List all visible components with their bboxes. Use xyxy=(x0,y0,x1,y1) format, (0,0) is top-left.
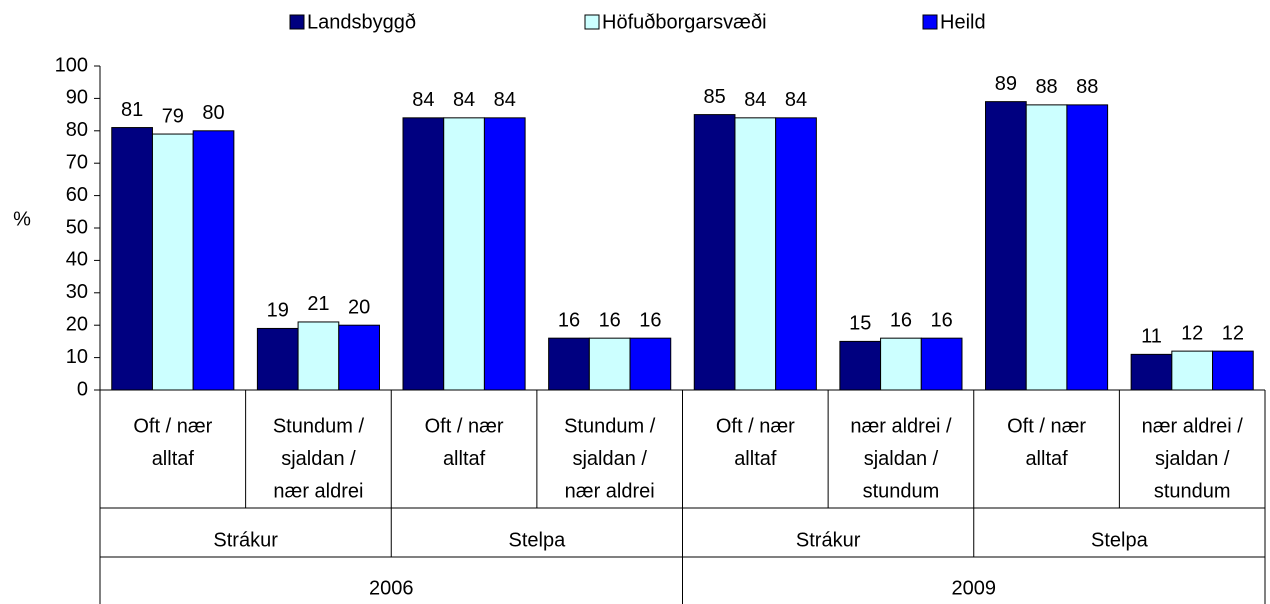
value-label: 84 xyxy=(494,89,516,111)
value-label: 20 xyxy=(348,296,370,318)
x-tick-label: sjaldan / xyxy=(864,448,939,470)
y-tick-label: 50 xyxy=(66,216,88,238)
group-label: Strákur xyxy=(213,529,278,551)
x-tick-label: nær aldrei xyxy=(273,480,363,502)
y-tick-label: 60 xyxy=(66,184,88,206)
bar xyxy=(985,101,1027,391)
value-label: 81 xyxy=(121,99,143,121)
x-tick-label: nær aldrei / xyxy=(1142,415,1244,437)
value-label: 84 xyxy=(412,89,434,111)
legend-swatch xyxy=(922,14,938,30)
bar xyxy=(920,337,963,391)
x-tick-label: Oft / nær xyxy=(1007,415,1086,437)
value-label: 12 xyxy=(1181,322,1203,344)
x-tick-label: alltaf xyxy=(152,448,195,470)
y-tick-label: 100 xyxy=(55,54,88,76)
bar xyxy=(111,127,153,391)
x-tick-label: nær aldrei / xyxy=(850,415,952,437)
bar xyxy=(483,117,526,391)
supergroup-label: 2006 xyxy=(369,577,414,599)
value-label: 16 xyxy=(558,309,580,331)
value-label: 16 xyxy=(599,309,621,331)
x-tick-label: alltaf xyxy=(1025,448,1068,470)
bar xyxy=(297,321,340,391)
value-label: 21 xyxy=(307,293,329,315)
legend-swatch xyxy=(584,14,600,30)
x-tick-label: Oft / nær xyxy=(716,415,795,437)
value-label: 89 xyxy=(995,73,1017,95)
y-tick-label: 70 xyxy=(66,151,88,173)
y-tick-label: 30 xyxy=(66,281,88,303)
bar xyxy=(548,337,590,391)
legend-swatch xyxy=(289,14,305,30)
group-label: Strákur xyxy=(796,529,861,551)
value-label: 19 xyxy=(267,300,289,322)
x-tick-label: alltaf xyxy=(734,448,777,470)
x-tick-label: sjaldan / xyxy=(572,448,647,470)
y-tick-label: 90 xyxy=(66,87,88,109)
y-tick-label: 80 xyxy=(66,119,88,141)
bar xyxy=(734,117,777,391)
legend-label: Heild xyxy=(940,11,986,33)
bar xyxy=(338,324,380,391)
x-tick-label: Stundum / xyxy=(273,415,365,437)
x-tick-label: Oft / nær xyxy=(133,415,212,437)
group-label: Stelpa xyxy=(509,529,567,551)
bar xyxy=(192,130,235,391)
value-label: 84 xyxy=(744,89,766,111)
x-tick-label: alltaf xyxy=(443,448,486,470)
x-tick-label: stundum xyxy=(1154,480,1231,502)
bar xyxy=(693,114,736,391)
bar xyxy=(1025,104,1068,391)
bar xyxy=(1171,350,1214,391)
x-tick-label: Oft / nær xyxy=(425,415,504,437)
legend-label: Landsbyggð xyxy=(307,11,416,33)
x-tick-label: stundum xyxy=(863,480,940,502)
x-tick-label: Stundum / xyxy=(564,415,656,437)
bar xyxy=(1212,350,1254,391)
bar xyxy=(1130,353,1173,391)
bar xyxy=(588,337,631,391)
y-tick-label: 20 xyxy=(66,313,88,335)
supergroup-label: 2009 xyxy=(952,577,997,599)
bar xyxy=(880,337,922,391)
legend-label: Höfuðborgarsvæði xyxy=(602,11,767,33)
bar xyxy=(839,340,882,391)
value-label: 12 xyxy=(1222,322,1244,344)
bar xyxy=(256,327,299,391)
value-label: 88 xyxy=(1035,76,1057,98)
value-label: 84 xyxy=(785,89,807,111)
bar xyxy=(443,117,485,391)
value-label: 85 xyxy=(703,86,725,108)
x-tick-label: sjaldan / xyxy=(281,448,356,470)
value-label: 80 xyxy=(202,102,224,124)
bar xyxy=(151,133,194,391)
x-tick-label: sjaldan / xyxy=(1155,448,1230,470)
value-label: 11 xyxy=(1141,326,1162,348)
bar xyxy=(629,337,672,391)
x-tick-label: nær aldrei xyxy=(565,480,655,502)
y-tick-label: 0 xyxy=(77,378,88,400)
value-label: 16 xyxy=(931,309,953,331)
bar xyxy=(402,117,445,391)
value-label: 16 xyxy=(639,309,661,331)
value-label: 84 xyxy=(453,89,475,111)
value-label: 16 xyxy=(890,309,912,331)
y-axis-label: % xyxy=(13,208,31,230)
group-label: Stelpa xyxy=(1091,529,1149,551)
bar xyxy=(1066,104,1109,391)
value-label: 15 xyxy=(849,313,871,335)
bar xyxy=(775,117,817,391)
value-label: 79 xyxy=(162,105,184,127)
y-tick-label: 40 xyxy=(66,249,88,271)
y-tick-label: 10 xyxy=(66,346,88,368)
value-label: 88 xyxy=(1076,76,1098,98)
